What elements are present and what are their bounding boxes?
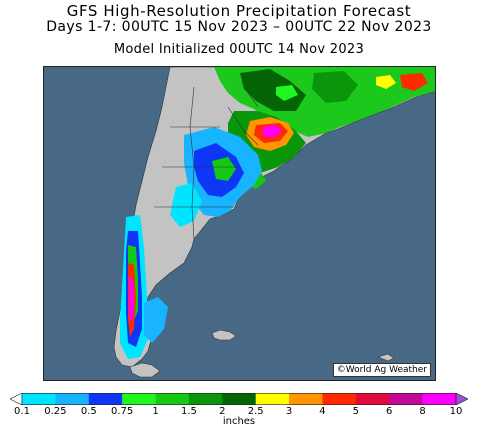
colorbar-tick-label: 3 [285, 406, 293, 417]
border-lines [154, 86, 259, 240]
colorbar-tick-label: 0.25 [44, 406, 67, 417]
colorbar-segment [188, 393, 223, 405]
colorbar-segment [122, 393, 157, 405]
colorbar-tick-label: 0.1 [14, 406, 30, 417]
precip-east-core-magenta [262, 125, 282, 137]
land-tierra-del-fuego [129, 362, 161, 378]
colorbar-segment [155, 393, 190, 405]
colorbar-segment [55, 393, 90, 405]
colorbar-tick-label: 4 [319, 406, 326, 417]
precip-central-green [212, 157, 236, 181]
colorbar-tick-label: 2.5 [247, 406, 264, 417]
colorbar-tick-label: 6 [386, 406, 393, 417]
colorbar-tick-label: 10 [449, 406, 463, 417]
colorbar-segment [255, 393, 290, 405]
precipitation-colorbar [10, 393, 468, 405]
colorbar-segment [222, 393, 257, 405]
colorbar-segment [88, 393, 123, 405]
colorbar-segment [322, 393, 357, 405]
colorbar-segment [389, 393, 424, 405]
colorbar-units-label: inches [222, 416, 256, 427]
colorbar-tick-label: 8 [419, 406, 426, 417]
precip-northern-red [400, 73, 428, 91]
precip-northern-dark [240, 69, 306, 111]
colorbar-tick-label: 0.75 [111, 406, 134, 417]
precip-northern-yellow [376, 75, 396, 89]
colorbar-tick-label: 0.5 [80, 406, 97, 417]
land-falkland-islands [211, 329, 237, 341]
map-credit: ©World Ag Weather [332, 363, 431, 377]
precip-northern-dark-2 [312, 71, 358, 103]
colorbar-segment [289, 393, 323, 405]
precipitation-map: ©World Ag Weather [43, 66, 436, 381]
colorbar-tick-label: 1.5 [180, 406, 197, 417]
map-canvas [44, 67, 435, 380]
colorbar-outline [21, 393, 457, 405]
colorbar-tick-label: 5 [352, 406, 360, 417]
colorbar-tick-labels: 0.1 0.25 0.5 0.75 1 1.5 2 2.5 3 4 5 6 8 10 [0, 406, 478, 418]
colorbar-segment [422, 393, 457, 405]
colorbar-segment [355, 393, 390, 405]
precip-andes-magenta [129, 277, 134, 323]
colorbar-over-arrow [455, 393, 468, 405]
colorbar-tick-label: 1 [152, 406, 159, 417]
chart-title: GFS High-Resolution Precipitation Foreca… [66, 2, 412, 20]
precip-central-lightcyan [170, 183, 202, 227]
colorbar-under-arrow [10, 393, 23, 405]
chart-subtitle: Days 1-7: 00UTC 15 Nov 2023 – 00UTC 22 N… [46, 19, 432, 35]
precip-northern-lightgreen [276, 85, 298, 101]
land-south-georgia [377, 353, 395, 362]
colorbar-segment [22, 393, 56, 405]
colorbar-tick-label: 2 [219, 406, 226, 417]
precip-patagonia-blue [144, 297, 168, 343]
model-init-label: Model Initialized 00UTC 14 Nov 2023 [113, 42, 365, 57]
